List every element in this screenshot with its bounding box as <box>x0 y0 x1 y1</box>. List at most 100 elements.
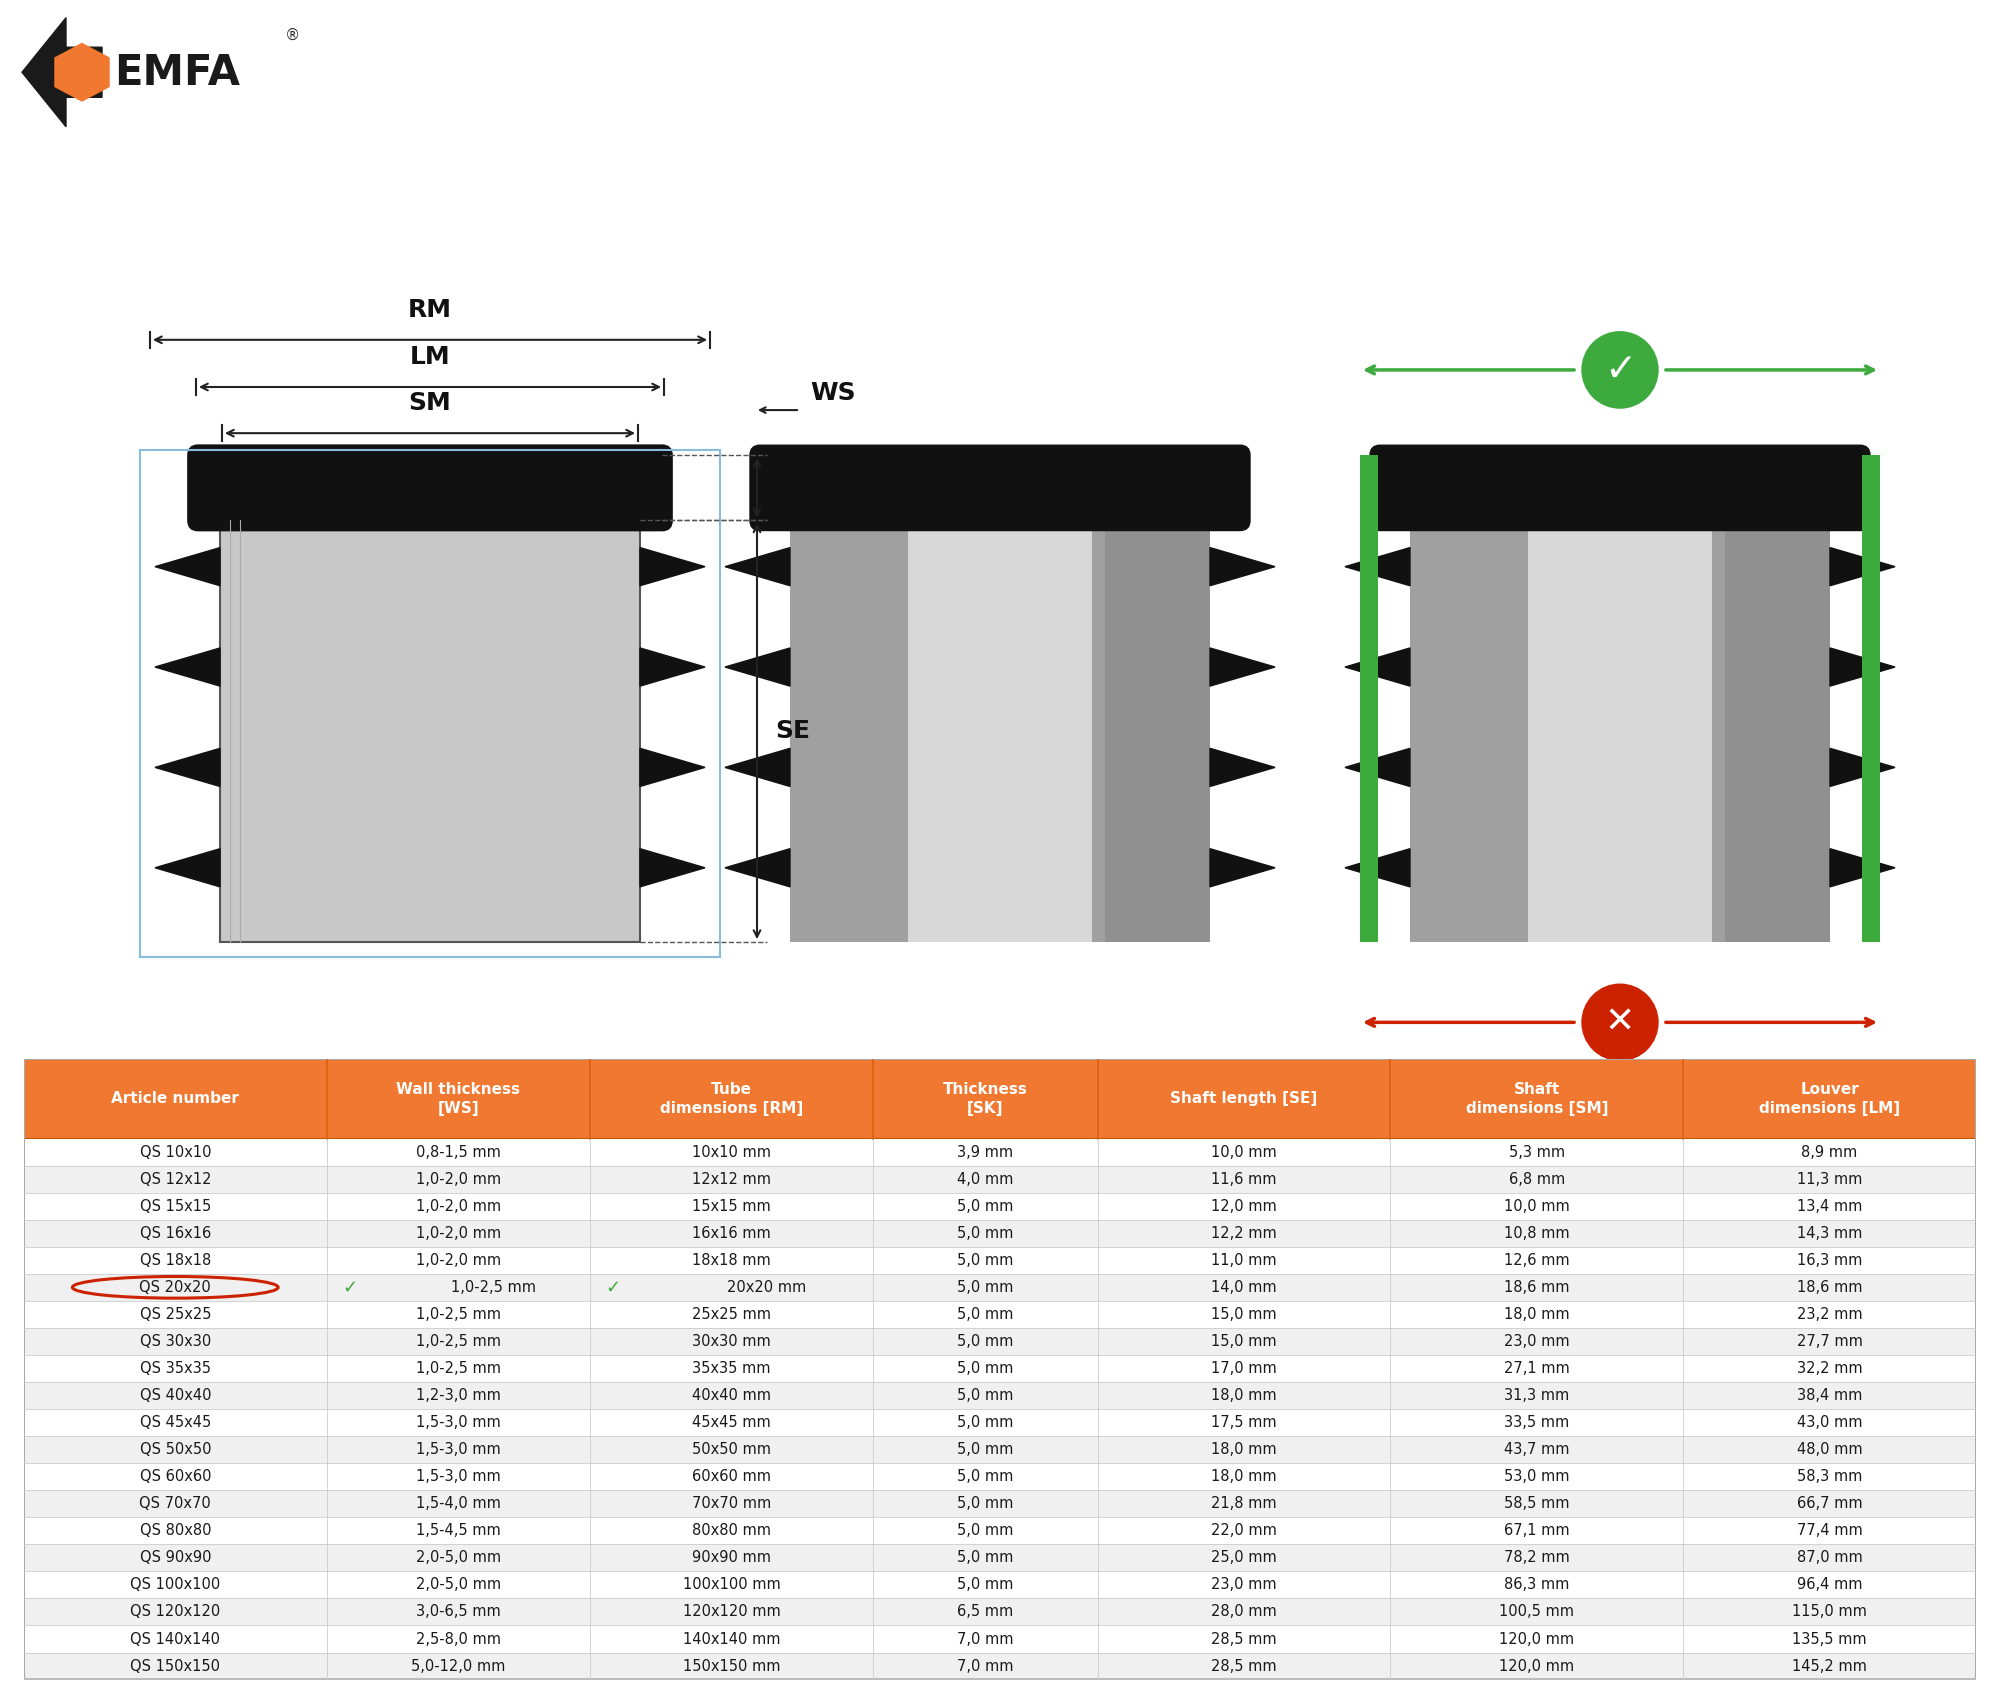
Bar <box>24 1273 1976 1300</box>
Polygon shape <box>156 547 220 586</box>
Text: QS 35x35: QS 35x35 <box>140 1362 210 1375</box>
Bar <box>24 1300 1976 1328</box>
Text: 28,5 mm: 28,5 mm <box>1212 1659 1276 1673</box>
Bar <box>1684 1059 1976 1139</box>
Text: 3,9 mm: 3,9 mm <box>958 1144 1014 1159</box>
Text: SM: SM <box>408 391 452 415</box>
Text: 60x60 mm: 60x60 mm <box>692 1469 772 1484</box>
Text: 22,0 mm: 22,0 mm <box>1212 1523 1276 1538</box>
Text: 17,0 mm: 17,0 mm <box>1212 1362 1276 1375</box>
Polygon shape <box>1830 547 1896 586</box>
Bar <box>326 1059 590 1139</box>
Text: 80x80 mm: 80x80 mm <box>692 1523 772 1538</box>
Text: 120,0 mm: 120,0 mm <box>1500 1632 1574 1647</box>
Text: 11,6 mm: 11,6 mm <box>1212 1171 1276 1187</box>
Text: 21,8 mm: 21,8 mm <box>1212 1496 1276 1511</box>
Text: 18,0 mm: 18,0 mm <box>1212 1469 1276 1484</box>
Polygon shape <box>640 547 704 586</box>
Text: 20x20 mm: 20x20 mm <box>728 1280 806 1295</box>
Bar <box>908 520 1092 942</box>
Text: 135,5 mm: 135,5 mm <box>1792 1632 1866 1647</box>
Bar <box>1724 520 1830 942</box>
Bar <box>24 1246 1976 1273</box>
Text: 5,0 mm: 5,0 mm <box>958 1469 1014 1484</box>
Text: Article number: Article number <box>112 1091 240 1107</box>
Bar <box>1410 520 1830 942</box>
FancyBboxPatch shape <box>188 445 672 530</box>
Text: 4,0 mm: 4,0 mm <box>958 1171 1014 1187</box>
Text: Shaft
dimensions [SM]: Shaft dimensions [SM] <box>1466 1081 1608 1115</box>
Text: QS 18x18: QS 18x18 <box>140 1253 210 1268</box>
Text: 16,3 mm: 16,3 mm <box>1796 1253 1862 1268</box>
Text: 23,2 mm: 23,2 mm <box>1796 1307 1862 1323</box>
Text: 87,0 mm: 87,0 mm <box>1796 1550 1862 1566</box>
Text: 5,0 mm: 5,0 mm <box>958 1362 1014 1375</box>
Bar <box>1104 520 1210 942</box>
Text: 14,0 mm: 14,0 mm <box>1212 1280 1276 1295</box>
Text: 12x12 mm: 12x12 mm <box>692 1171 772 1187</box>
Polygon shape <box>156 648 220 687</box>
Text: 5,0 mm: 5,0 mm <box>958 1198 1014 1214</box>
Text: 5,0 mm: 5,0 mm <box>958 1523 1014 1538</box>
Text: 33,5 mm: 33,5 mm <box>1504 1414 1570 1430</box>
Text: 14,3 mm: 14,3 mm <box>1796 1226 1862 1241</box>
Text: QS 30x30: QS 30x30 <box>140 1334 210 1348</box>
Text: 30x30 mm: 30x30 mm <box>692 1334 770 1348</box>
Bar <box>24 1652 1976 1680</box>
Bar <box>24 1059 1976 1139</box>
Text: LM: LM <box>410 345 450 369</box>
Bar <box>220 520 640 942</box>
Text: 10,8 mm: 10,8 mm <box>1504 1226 1570 1241</box>
Text: 31,3 mm: 31,3 mm <box>1504 1387 1570 1402</box>
Polygon shape <box>724 648 790 687</box>
Bar <box>24 1382 1976 1409</box>
Text: ✕: ✕ <box>1604 1005 1636 1039</box>
Text: QS 150x150: QS 150x150 <box>130 1659 220 1673</box>
Bar <box>24 1409 1976 1436</box>
Text: 77,4 mm: 77,4 mm <box>1796 1523 1862 1538</box>
Text: 6,8 mm: 6,8 mm <box>1508 1171 1564 1187</box>
Text: QS 140x140: QS 140x140 <box>130 1632 220 1647</box>
Bar <box>24 1491 1976 1518</box>
Text: QS 45x45: QS 45x45 <box>140 1414 210 1430</box>
Text: Wall thickness
[WS]: Wall thickness [WS] <box>396 1081 520 1115</box>
Text: 67,1 mm: 67,1 mm <box>1504 1523 1570 1538</box>
Text: 1,5-4,0 mm: 1,5-4,0 mm <box>416 1496 500 1511</box>
Polygon shape <box>724 547 790 586</box>
Text: 28,5 mm: 28,5 mm <box>1212 1632 1276 1647</box>
Text: QS 25x25: QS 25x25 <box>140 1307 212 1323</box>
Text: SK: SK <box>776 476 812 500</box>
Text: 50x50 mm: 50x50 mm <box>692 1442 772 1457</box>
Bar <box>1390 1059 1684 1139</box>
Text: 8,9 mm: 8,9 mm <box>1802 1144 1858 1159</box>
Text: 5,0 mm: 5,0 mm <box>958 1307 1014 1323</box>
Bar <box>24 1436 1976 1464</box>
Text: 5,0 mm: 5,0 mm <box>958 1550 1014 1566</box>
Text: 27,1 mm: 27,1 mm <box>1504 1362 1570 1375</box>
Text: 70x70 mm: 70x70 mm <box>692 1496 772 1511</box>
Text: 10x10 mm: 10x10 mm <box>692 1144 772 1159</box>
Polygon shape <box>1830 848 1896 887</box>
Bar <box>24 1678 1976 1680</box>
Polygon shape <box>1210 748 1276 787</box>
Text: QS 15x15: QS 15x15 <box>140 1198 210 1214</box>
Bar <box>24 1625 1976 1652</box>
Text: 1,0-2,5 mm: 1,0-2,5 mm <box>450 1280 536 1295</box>
Text: 66,7 mm: 66,7 mm <box>1796 1496 1862 1511</box>
Text: 18,6 mm: 18,6 mm <box>1504 1280 1570 1295</box>
Text: 140x140 mm: 140x140 mm <box>682 1632 780 1647</box>
Polygon shape <box>1344 848 1410 887</box>
Bar <box>24 1518 1976 1544</box>
Polygon shape <box>1344 547 1410 586</box>
Bar <box>24 1571 1976 1598</box>
Text: EMFA: EMFA <box>114 53 240 94</box>
Text: 27,7 mm: 27,7 mm <box>1796 1334 1862 1348</box>
Text: 78,2 mm: 78,2 mm <box>1504 1550 1570 1566</box>
Bar <box>24 1219 1976 1246</box>
Text: 13,4 mm: 13,4 mm <box>1796 1198 1862 1214</box>
Text: 7,0 mm: 7,0 mm <box>958 1632 1014 1647</box>
Text: QS 120x120: QS 120x120 <box>130 1605 220 1620</box>
Text: 25x25 mm: 25x25 mm <box>692 1307 772 1323</box>
Text: 7,0 mm: 7,0 mm <box>958 1659 1014 1673</box>
Bar <box>790 520 1210 942</box>
